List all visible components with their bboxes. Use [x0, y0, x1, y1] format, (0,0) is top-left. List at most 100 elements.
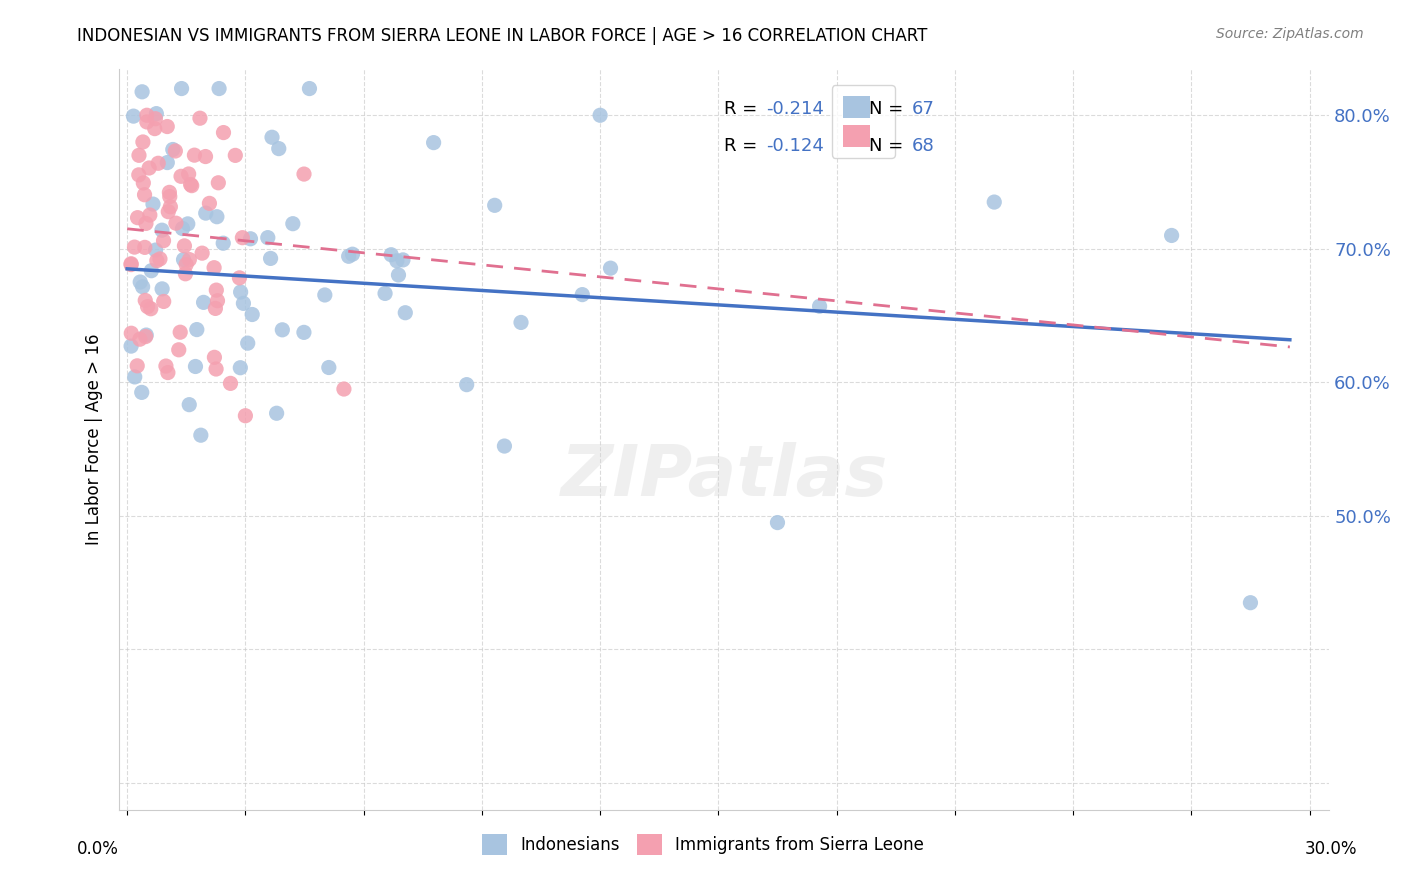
Point — [228, 271, 250, 285]
Point — [152, 234, 174, 248]
Point — [202, 260, 225, 275]
Text: 30.0%: 30.0% — [1305, 840, 1357, 858]
Point — [124, 240, 146, 254]
Point — [191, 246, 214, 260]
Point — [385, 253, 408, 268]
Point — [145, 106, 167, 120]
Point — [177, 167, 200, 181]
Point — [394, 306, 416, 320]
Point — [194, 149, 217, 163]
Point — [198, 196, 221, 211]
Text: ZIPatlas: ZIPatlas — [561, 442, 889, 510]
Text: INDONESIAN VS IMMIGRANTS FROM SIERRA LEONE IN LABOR FORCE | AGE > 16 CORRELATION: INDONESIAN VS IMMIGRANTS FROM SIERRA LEO… — [77, 27, 928, 45]
Point — [484, 198, 506, 212]
Point — [219, 376, 242, 391]
Point — [120, 257, 142, 271]
Point — [146, 253, 169, 268]
Point — [148, 156, 170, 170]
Point — [204, 301, 226, 316]
Point — [271, 323, 294, 337]
Point — [135, 216, 157, 230]
Point — [207, 176, 229, 190]
Point — [599, 261, 621, 276]
Point — [267, 142, 290, 156]
Point — [212, 126, 235, 140]
Point — [165, 144, 187, 158]
Point — [127, 211, 149, 225]
Point — [232, 296, 254, 310]
Point — [135, 328, 157, 343]
Point — [131, 385, 153, 400]
Point — [260, 130, 283, 145]
Point — [318, 360, 340, 375]
Point — [131, 280, 153, 294]
Point — [145, 112, 167, 126]
Point — [174, 267, 197, 281]
Point — [170, 81, 193, 95]
Point — [128, 168, 150, 182]
Text: -0.124: -0.124 — [766, 137, 824, 155]
Point — [156, 155, 179, 169]
Point — [1160, 228, 1182, 243]
Point — [167, 343, 190, 357]
Text: N =: N = — [869, 100, 910, 119]
Point — [281, 217, 304, 231]
Text: 67: 67 — [912, 100, 935, 119]
Legend: , : , — [832, 85, 896, 158]
Point — [229, 285, 252, 299]
Text: 68: 68 — [912, 137, 935, 155]
Point — [150, 282, 173, 296]
Point — [180, 178, 202, 193]
Text: N =: N = — [869, 137, 910, 155]
Point — [194, 206, 217, 220]
Point — [766, 516, 789, 530]
Point — [141, 263, 163, 277]
Point — [212, 236, 235, 251]
Point — [205, 283, 228, 297]
Point — [138, 161, 160, 175]
Point — [156, 120, 179, 134]
Point — [342, 247, 364, 261]
Point — [231, 230, 253, 244]
Point — [333, 382, 356, 396]
Point — [132, 135, 155, 149]
Point — [124, 370, 146, 384]
Point — [205, 210, 228, 224]
Point — [135, 115, 157, 129]
Point — [136, 300, 159, 314]
Point — [298, 81, 321, 95]
Point — [235, 409, 257, 423]
Point — [236, 336, 259, 351]
Point — [1239, 596, 1261, 610]
Point — [224, 148, 246, 162]
Point — [131, 85, 153, 99]
Point — [589, 108, 612, 122]
Point — [193, 295, 215, 310]
Point — [240, 308, 263, 322]
Point — [179, 252, 201, 267]
Point — [120, 326, 142, 341]
Point — [134, 187, 156, 202]
Point — [135, 108, 157, 122]
Point — [150, 223, 173, 237]
Point — [374, 286, 396, 301]
Point — [983, 195, 1005, 210]
Point — [256, 230, 278, 244]
Point — [808, 299, 831, 313]
Point — [139, 301, 162, 316]
Point — [120, 258, 142, 272]
Point — [179, 398, 201, 412]
Point — [156, 366, 179, 380]
Point — [128, 332, 150, 346]
Point — [510, 315, 533, 329]
Point — [149, 252, 172, 266]
Point — [134, 240, 156, 254]
Point — [165, 216, 187, 230]
Point — [190, 428, 212, 442]
Point — [292, 326, 315, 340]
Point — [456, 377, 478, 392]
Point — [159, 200, 181, 214]
Point — [173, 239, 195, 253]
Point — [143, 121, 166, 136]
Point — [494, 439, 516, 453]
